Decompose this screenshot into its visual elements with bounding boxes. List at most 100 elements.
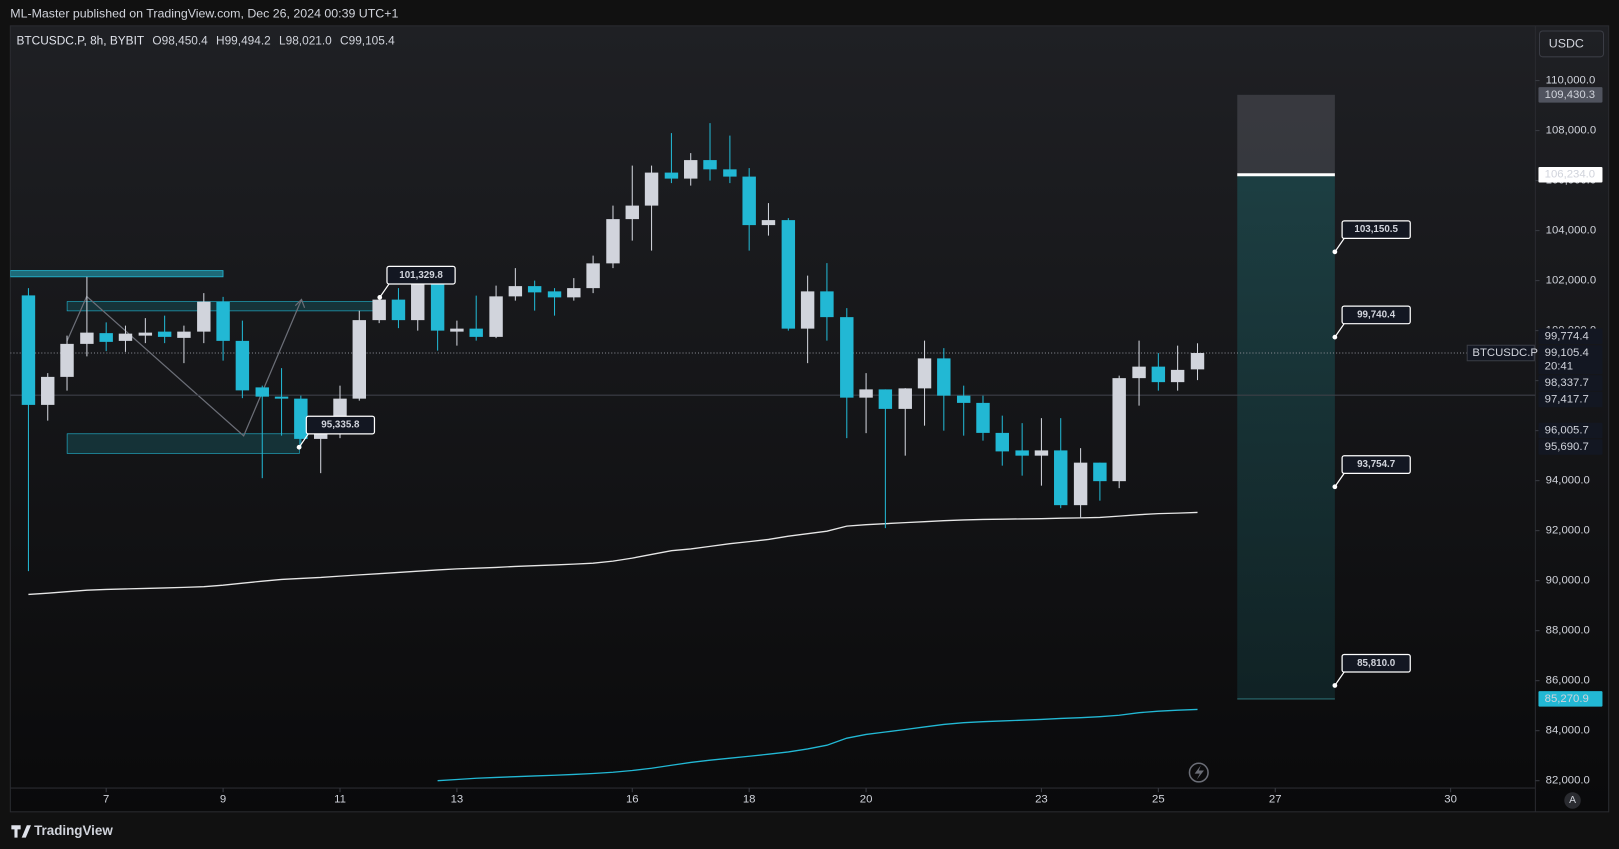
candle-body	[800, 291, 815, 329]
y-tick-label: 82,000.0	[1546, 775, 1590, 787]
x-tick-label: 7	[103, 793, 109, 805]
arrow-head	[294, 298, 306, 309]
footer-brand: TradingView	[34, 823, 113, 838]
y-tick-label: 86,000.0	[1546, 675, 1590, 687]
callout-box	[1341, 220, 1411, 240]
callout-box	[1341, 305, 1411, 325]
x-tick-label: 18	[743, 793, 756, 805]
candle-body	[177, 331, 191, 338]
symbol-line: BTCUSDC.P, 8h, BYBIT O98,450.4 H99,494.2 L9…	[17, 33, 396, 47]
callout-box	[1341, 653, 1411, 673]
candle-body	[527, 286, 542, 293]
callout-dot	[1332, 484, 1338, 490]
candle-body	[703, 160, 717, 170]
candle-body	[567, 288, 581, 298]
candle-body	[664, 172, 679, 179]
price-tag-label: 106,234.0	[1545, 169, 1595, 181]
price-tag-label: 85,270.9	[1545, 693, 1589, 705]
price-tag	[1538, 87, 1603, 103]
y-tick-label: 90,000.0	[1546, 575, 1590, 587]
candle-body	[274, 396, 289, 399]
candle-body	[859, 389, 873, 398]
callout-label: 99,740.4	[1357, 310, 1396, 321]
callout-dot	[1332, 334, 1338, 340]
candle-body	[372, 299, 386, 321]
callout-dot	[377, 295, 383, 300]
candle-body	[937, 358, 951, 396]
x-tick-label: 25	[1152, 793, 1165, 805]
candle-body	[469, 328, 483, 337]
candle-body	[1054, 450, 1068, 506]
candle-body	[1034, 450, 1049, 456]
candle-body	[450, 328, 464, 332]
candle-body	[781, 220, 796, 329]
candle-body	[820, 291, 834, 318]
callout-label: 101,329.8	[399, 270, 443, 281]
close-label: C99,105.4	[340, 33, 395, 47]
candle-body	[508, 286, 523, 297]
candle-body	[21, 295, 36, 405]
price-tag-label: 95,690.7	[1545, 441, 1589, 453]
candle-body	[644, 172, 659, 206]
candle-body	[430, 284, 445, 331]
candle-body	[352, 320, 367, 399]
candle-body	[723, 169, 737, 177]
symbol-tag: BTCUSDC.P	[1472, 347, 1538, 359]
x-tick-label: 9	[220, 793, 226, 805]
x-tick-label: 11	[334, 793, 346, 805]
candle-body	[1093, 462, 1107, 482]
price-tag	[1538, 375, 1603, 391]
price-tag-label: 99,105.4	[1545, 347, 1589, 359]
callout-label: 85,810.0	[1357, 658, 1396, 669]
price-tag	[1538, 328, 1603, 345]
candle-body	[606, 219, 620, 264]
candle-body	[742, 176, 756, 226]
candle-body	[1073, 462, 1088, 506]
candle-body	[60, 343, 74, 377]
candle-body	[840, 317, 854, 398]
candle-body	[216, 301, 230, 341]
callout-box	[305, 415, 376, 435]
candle-body	[684, 160, 698, 179]
candle-body	[1132, 366, 1146, 379]
candle-body	[1151, 366, 1166, 383]
y-tick-label: 102,000.0	[1546, 275, 1596, 287]
ma-line	[437, 708, 1198, 782]
x-tick-label: 16	[626, 793, 639, 805]
ma-line	[28, 511, 1198, 596]
price-tag-label: 109,430.3	[1545, 89, 1595, 101]
replay-icon[interactable]	[1188, 762, 1209, 783]
position-target-zone	[1237, 174, 1335, 699]
candle-body	[235, 340, 250, 391]
candle-body	[157, 331, 172, 337]
callout-box	[386, 265, 456, 285]
price-tag-label: 98,337.7	[1545, 377, 1589, 389]
position-stop-zone	[1237, 94, 1335, 175]
currency-label: USDC	[1549, 37, 1584, 51]
price-tag	[1538, 167, 1603, 183]
candle-body	[878, 389, 893, 409]
y-tick-label: 108,000.0	[1546, 125, 1596, 137]
currency-button[interactable]	[1538, 30, 1605, 58]
candle-body	[917, 358, 932, 389]
low-label: L98,021.0	[279, 33, 332, 47]
y-tick-label: 104,000.0	[1546, 225, 1596, 237]
candle-body	[411, 284, 425, 321]
candle-body	[1015, 450, 1029, 456]
candle-body	[294, 398, 308, 439]
callout-label: 103,150.5	[1354, 224, 1398, 235]
published-note: ML-Master published on TradingView.com, …	[10, 7, 398, 21]
auto-scale-button[interactable]	[1564, 792, 1581, 809]
price-tag-label: 96,005.7	[1545, 425, 1589, 437]
callout-line	[1334, 671, 1345, 686]
callout-dot	[1332, 249, 1338, 255]
x-tick-label: 23	[1035, 793, 1048, 805]
candle-body	[118, 333, 133, 341]
chart-panel	[9, 25, 1610, 813]
auto-scale-label: A	[1569, 795, 1576, 806]
price-tag-time: 20:41	[1545, 360, 1573, 372]
candle-body	[80, 332, 94, 344]
price-tag	[1538, 391, 1603, 408]
